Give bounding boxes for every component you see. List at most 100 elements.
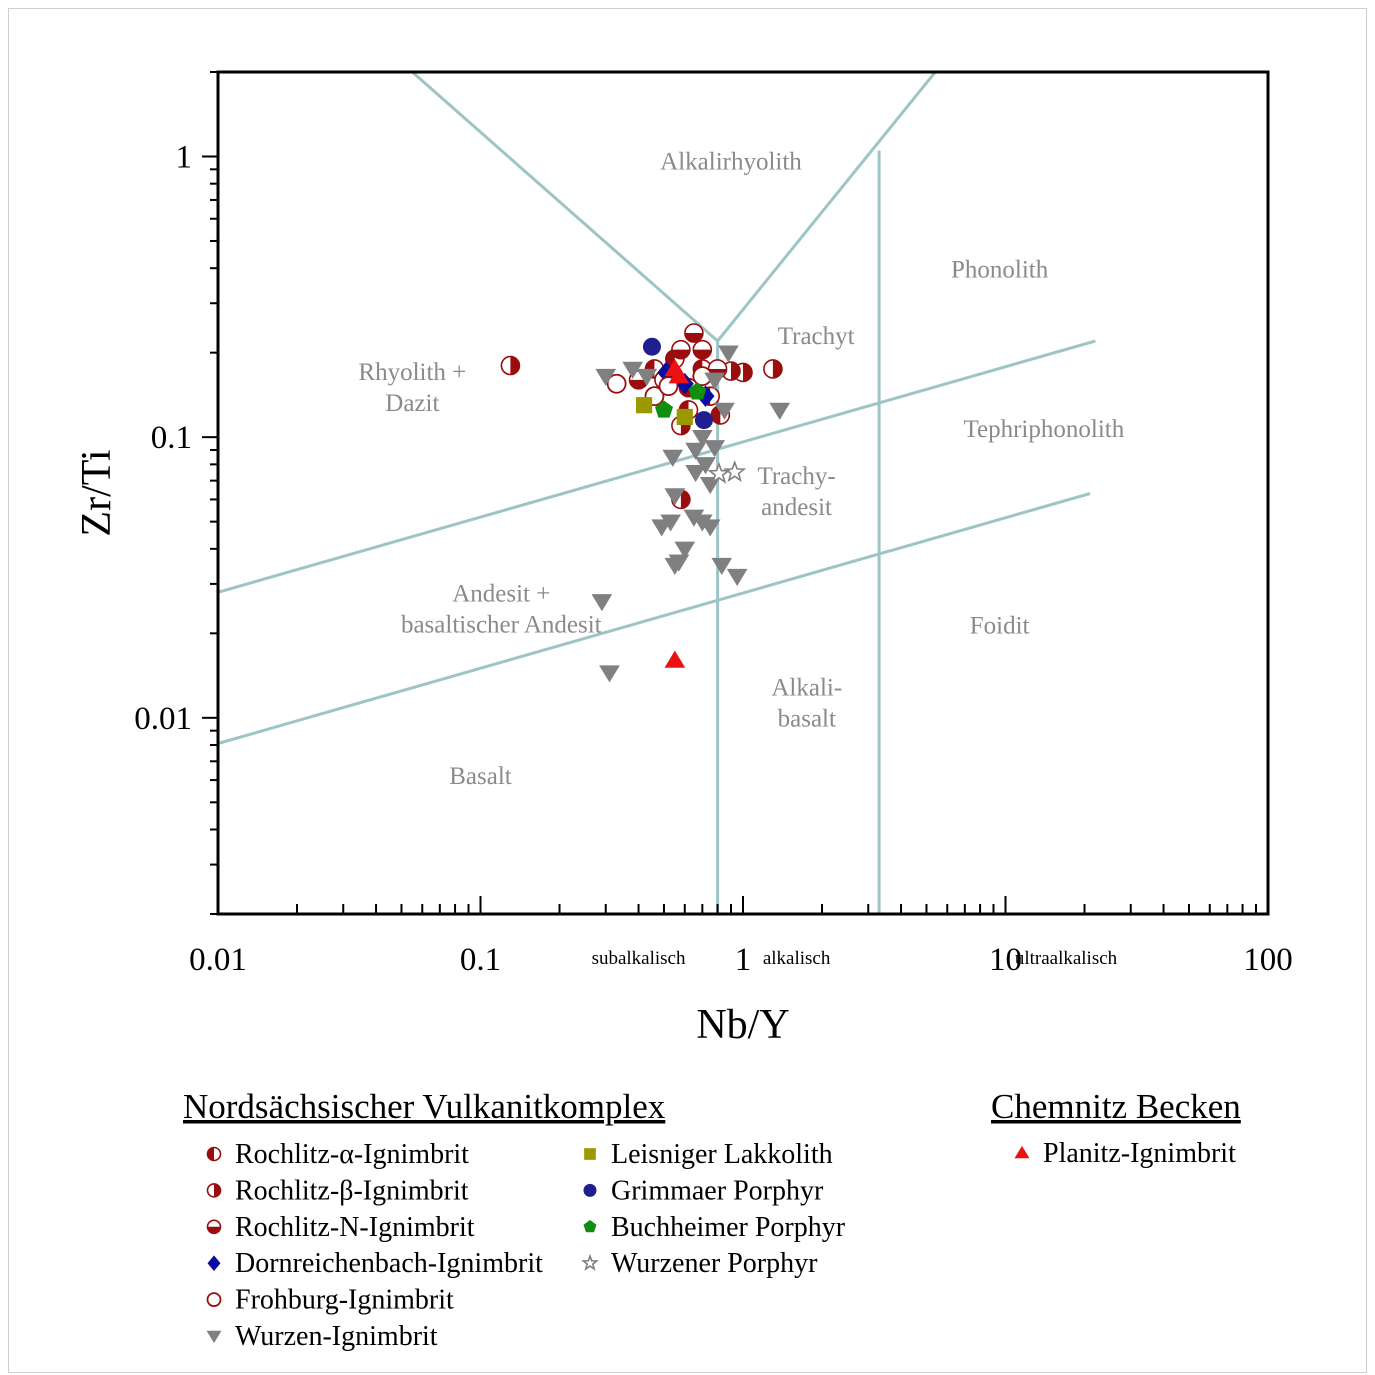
x-axis-title: Nb/Y xyxy=(696,1002,789,1048)
marker-shape xyxy=(642,337,661,356)
data-point xyxy=(664,557,686,576)
marker-shape xyxy=(696,385,715,407)
legend-item: Rochlitz-β-Ignimbrit xyxy=(206,1175,469,1206)
data-point xyxy=(683,509,705,527)
data-point xyxy=(684,323,704,343)
marker-shape xyxy=(584,1148,596,1160)
legend-marker xyxy=(207,1255,221,1271)
legend-label: Rochlitz-α-Ignimbrit xyxy=(235,1139,469,1170)
data-point xyxy=(707,461,731,484)
field-label-line: Alkalirhyolith xyxy=(660,148,802,175)
y-tick-label: 0.01 xyxy=(134,701,192,737)
marker-shape xyxy=(718,345,739,363)
x-tick-label: 0.1 xyxy=(460,942,501,978)
marker-shape xyxy=(704,440,726,458)
data-point xyxy=(595,368,617,387)
data-point xyxy=(685,465,706,483)
marker-shape xyxy=(636,397,653,414)
data-point xyxy=(692,339,713,360)
legend-label: Leisniger Lakkolith xyxy=(611,1139,833,1170)
marker-fill xyxy=(730,362,740,381)
field-label: Tephriphonolith xyxy=(963,416,1124,443)
series-planitz-ignimbrit xyxy=(664,359,690,668)
field-label: Foidit xyxy=(970,612,1030,639)
legend-item: Leisniger Lakkolith xyxy=(584,1139,833,1170)
data-points xyxy=(500,323,791,683)
marker-shape xyxy=(691,429,713,448)
marker-shape xyxy=(206,1292,222,1307)
marker-fill xyxy=(671,349,690,359)
series-leisniger-lakkolith xyxy=(636,397,693,426)
marker-fill xyxy=(743,363,752,382)
region-label: alkalisch xyxy=(763,948,831,969)
legend-item: Wurzener Porphyr xyxy=(580,1248,818,1279)
region-label: subalkalisch xyxy=(592,948,686,969)
marker-shape xyxy=(704,372,726,390)
data-point xyxy=(671,339,691,360)
legend-label: Frohburg-Ignimbrit xyxy=(235,1285,454,1316)
field-label-line: basaltischer Andesit xyxy=(401,611,602,638)
data-point xyxy=(668,366,690,384)
marker-shape xyxy=(1014,1145,1030,1159)
legend-marker xyxy=(206,1219,222,1235)
marker-shape xyxy=(674,541,696,559)
legend-group: Nordsächsischer Vulkanitkomplex Rochlitz-… xyxy=(183,1087,846,1352)
x-tick-label: 0.01 xyxy=(189,942,247,978)
data-point xyxy=(726,568,748,586)
marker-fill xyxy=(510,356,520,375)
marker-shape xyxy=(723,459,747,483)
field-boundary-line xyxy=(217,339,1096,594)
legend-label: Rochlitz-β-Ignimbrit xyxy=(235,1175,469,1206)
data-point xyxy=(636,397,653,414)
field-label-line: Rhyolith + xyxy=(358,359,466,386)
data-point xyxy=(688,382,707,400)
marker-shape xyxy=(726,568,748,586)
field-label: Trachy-andesit xyxy=(757,463,835,521)
x-tick-label: 100 xyxy=(1243,942,1293,978)
marker-fill xyxy=(207,1147,214,1161)
marker-shape xyxy=(685,442,706,460)
data-point xyxy=(699,519,721,537)
field-label-line: Dazit xyxy=(385,390,439,417)
figure-frame xyxy=(8,8,1367,1373)
legend-item: Rochlitz-N-Ignimbrit xyxy=(206,1212,475,1243)
data-point xyxy=(591,594,613,612)
field-label: Phonolith xyxy=(951,257,1049,284)
legend-label: Planitz-Ignimbrit xyxy=(1043,1138,1236,1169)
marker-fill xyxy=(772,359,782,378)
plot-area-frame xyxy=(216,70,1270,916)
legend-item: Buchheimer Porphyr xyxy=(583,1212,846,1243)
data-point xyxy=(622,361,644,379)
data-point xyxy=(714,402,735,420)
legend-label: Wurzener Porphyr xyxy=(611,1248,818,1279)
field-boundary-line xyxy=(716,71,937,342)
marker-fill xyxy=(711,405,721,424)
legend-item: Rochlitz-α-Ignimbrit xyxy=(206,1139,469,1170)
y-tick-label: 0.1 xyxy=(151,420,192,456)
marker-shape xyxy=(622,361,644,379)
marker-shape xyxy=(664,650,686,668)
marker-shape xyxy=(583,1183,597,1197)
marker-shape xyxy=(688,382,707,400)
series-wurzen-ignimbrit xyxy=(591,345,791,683)
data-point xyxy=(500,355,521,376)
legend-marker xyxy=(206,1146,222,1162)
data-point xyxy=(660,514,681,532)
field-label: Trachyt xyxy=(778,323,855,350)
marker-fill xyxy=(693,349,712,359)
y-tick-label: 1 xyxy=(176,139,193,175)
legend-label: Buchheimer Porphyr xyxy=(611,1212,846,1243)
series-wurzener-porphyr xyxy=(707,459,747,484)
field-label-line: Basalt xyxy=(449,763,512,790)
marker-shape xyxy=(660,514,681,532)
marker-shape xyxy=(664,488,686,506)
marker-fill xyxy=(629,379,648,389)
legend-marker xyxy=(583,1220,597,1233)
data-point xyxy=(606,373,627,394)
legend-group-title: Chemnitz Becken xyxy=(991,1087,1241,1126)
field-label: Basalt xyxy=(449,763,512,790)
field-label: Alkali-basalt xyxy=(771,675,842,733)
legend-marker xyxy=(580,1253,600,1271)
marker-fill xyxy=(684,333,703,343)
